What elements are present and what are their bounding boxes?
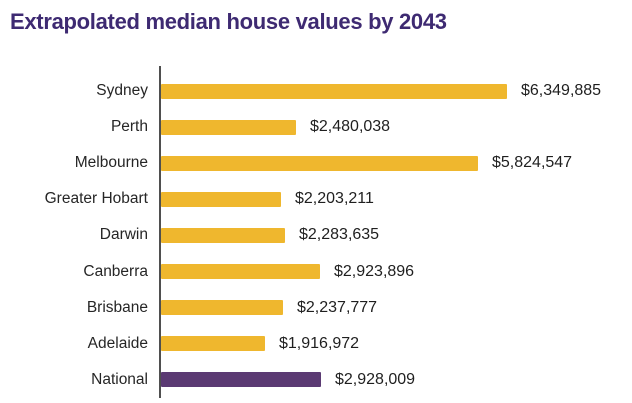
value-label: $2,237,777 — [297, 298, 378, 316]
bar — [161, 372, 321, 388]
category-label: Adelaide — [87, 334, 148, 352]
y-axis-line — [159, 66, 161, 398]
bar — [161, 300, 283, 316]
category-label: Canberra — [83, 262, 148, 280]
chart-title: Extrapolated median house values by 2043 — [10, 9, 447, 34]
bar — [161, 155, 478, 171]
category-label: Perth — [110, 118, 148, 136]
chart-row: Greater Hobart $2,203,211 — [0, 181, 632, 217]
chart-row: Adelaide $1,916,972 — [0, 326, 632, 362]
category-label: Sydney — [96, 82, 148, 100]
category-label: Brisbane — [86, 298, 148, 316]
category-label: National — [91, 370, 148, 388]
chart-row: Canberra $2,923,896 — [0, 253, 632, 289]
chart-row: Melbourne $5,824,547 — [0, 145, 632, 181]
bar — [161, 83, 507, 99]
bar — [161, 227, 285, 243]
chart-row: Perth $2,480,038 — [0, 109, 632, 145]
bar — [161, 119, 296, 135]
value-label: $2,480,038 — [310, 118, 391, 136]
category-label: Greater Hobart — [44, 190, 148, 208]
value-label: $2,283,635 — [299, 226, 380, 244]
value-label: $5,824,547 — [492, 154, 573, 172]
chart-row: Darwin $2,283,635 — [0, 217, 632, 253]
value-label: $1,916,972 — [279, 334, 360, 352]
value-label: $2,203,211 — [295, 190, 374, 208]
chart-row: National $2,928,009 — [0, 362, 632, 398]
chart-row: Sydney $6,349,885 — [0, 73, 632, 109]
chart-rows: Sydney $6,349,885 Perth $2,480,038 Melbourne… — [0, 73, 632, 398]
chart-row: Brisbane $2,237,777 — [0, 290, 632, 326]
category-label: Darwin — [99, 226, 148, 244]
value-label: $2,928,009 — [335, 370, 416, 388]
bar — [161, 336, 265, 352]
value-label: $2,923,896 — [334, 262, 415, 280]
value-label: $6,349,885 — [521, 82, 602, 100]
bar — [161, 191, 281, 207]
category-label: Melbourne — [74, 154, 148, 172]
bar — [161, 264, 320, 280]
